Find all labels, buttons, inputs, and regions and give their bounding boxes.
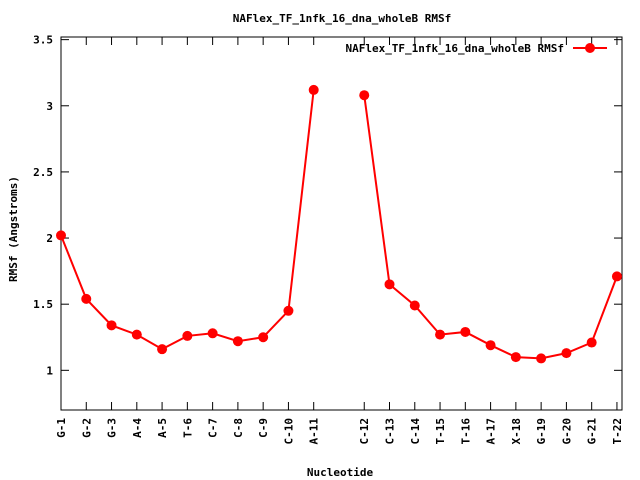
data-point [56,230,66,241]
data-series [56,84,622,364]
x-tick-label: A-5 [156,418,169,438]
legend: NAFlex_TF_1nfk_16_dna_wholeB RMSf [345,42,607,55]
plot-axes [60,36,623,411]
x-tick-label: C-13 [384,418,397,445]
y-tick-label: 2 [46,232,53,245]
y-tick-label: 1.5 [33,298,53,311]
legend-marker [585,43,595,53]
x-tick-label: C-12 [358,418,371,445]
x-tick-label: G-20 [560,418,573,445]
y-tick-label: 3.5 [33,34,53,47]
x-tick-label: T-16 [459,418,472,445]
data-point [359,90,370,101]
y-axis-ticks: 1 1.5 2 2.5 3 3.5 [33,34,622,377]
x-tick-label: C-9 [257,418,270,438]
x-axis-ticks: G-1 G-2 G-3 A-4 A-5 T-6 C-7 C-8 C-9 C-10 A-11 C-12 C… [55,37,624,445]
x-axis-label: Nucleotide [307,466,374,479]
x-tick-label: C-7 [207,418,220,438]
data-point [611,271,622,282]
chart-title: NAFlex_TF_1nfk_16_dna_wholeB RMSf [233,12,452,25]
data-point [207,328,218,339]
x-tick-label: G-3 [106,418,119,438]
x-tick-label: C-14 [409,418,422,445]
data-point [485,340,496,351]
y-tick-label: 1 [46,364,53,377]
x-tick-label: C-8 [232,418,245,438]
data-point [81,293,92,304]
x-tick-label: G-1 [55,418,68,438]
x-tick-label: T-15 [434,418,447,445]
data-point [308,84,319,95]
data-point [586,337,597,348]
data-point [510,352,521,363]
x-tick-label: G-2 [80,418,93,438]
data-point [384,279,395,290]
y-tick-label: 3 [46,100,53,113]
data-point [409,300,420,311]
data-point [460,326,471,337]
x-tick-label: T-22 [611,418,624,445]
data-point [536,353,547,364]
data-point [561,348,572,359]
x-tick-label: G-19 [535,418,548,445]
data-point [232,336,243,347]
data-point [131,329,142,340]
data-point [157,344,168,355]
data-point [258,332,269,343]
x-tick-label: C-10 [282,418,295,445]
data-point [106,320,117,331]
y-axis-label: RMSf (Angstroms) [7,176,20,282]
data-point [182,330,193,341]
data-point [283,305,294,316]
legend-label: NAFlex_TF_1nfk_16_dna_wholeB RMSf [345,42,564,55]
x-tick-label: X-18 [510,418,523,445]
series-line [60,89,315,351]
y-tick-label: 2.5 [33,166,53,179]
x-tick-label: G-21 [586,418,599,445]
x-tick-label: A-17 [485,418,498,445]
x-tick-label: A-11 [308,418,321,445]
x-tick-label: A-4 [131,418,144,438]
data-point [435,329,446,340]
plot-border [60,36,623,411]
x-tick-label: T-6 [181,418,194,438]
series-line [363,95,618,360]
